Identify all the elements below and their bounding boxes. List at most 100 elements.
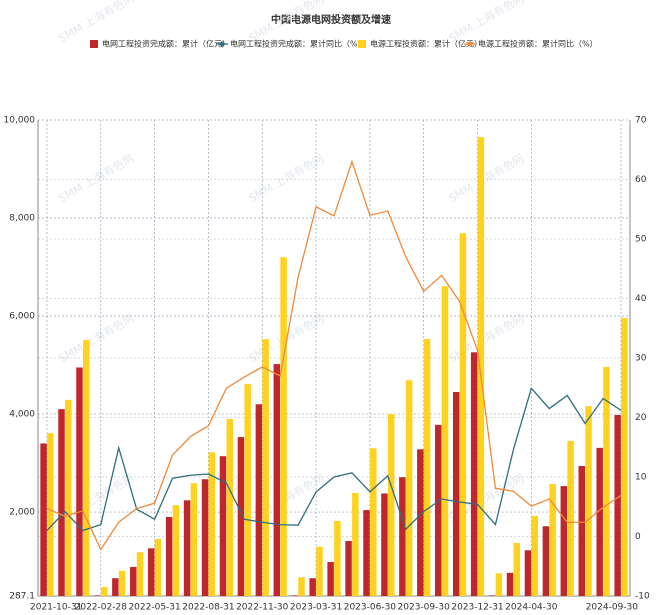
y-tick-label: 2,000 <box>9 508 35 518</box>
y2-tick-label: 40 <box>635 294 647 304</box>
y-tick-label: 8,000 <box>9 214 35 224</box>
bar <box>244 384 251 596</box>
bar <box>435 424 442 596</box>
bar <box>405 380 413 596</box>
y2-tick-label: 30 <box>635 354 647 364</box>
bar <box>327 562 334 596</box>
y2-tick-label: 10 <box>635 473 647 483</box>
bar <box>459 233 467 596</box>
line <box>46 159 622 551</box>
bar <box>495 573 503 596</box>
bar <box>273 364 281 596</box>
y2-tick-label: -10 <box>635 592 650 602</box>
bar <box>470 352 478 596</box>
bar <box>567 440 574 596</box>
bar <box>262 339 269 596</box>
y-tick-label: 6,000 <box>9 312 35 322</box>
bar <box>100 587 108 596</box>
y2-tick-label: 0 <box>635 532 641 542</box>
bar <box>154 539 162 596</box>
x-tick-label: 2022-11-30 <box>236 603 289 613</box>
bar <box>578 465 585 596</box>
x-tick-label: 2022-08-31 <box>182 603 234 613</box>
legend-swatch <box>90 40 98 48</box>
legend-swatch <box>467 41 473 47</box>
bar <box>542 526 550 596</box>
legend-swatch <box>219 41 225 47</box>
bar <box>201 479 209 596</box>
bar <box>441 286 449 596</box>
bar <box>130 566 137 596</box>
bar <box>309 578 316 596</box>
bar <box>237 437 245 596</box>
bar <box>399 477 406 596</box>
bar <box>76 367 83 596</box>
bar <box>112 578 119 596</box>
y2-tick-label: 70 <box>635 116 647 126</box>
bar <box>621 317 628 596</box>
x-tick-label: 2023-03-31 <box>290 603 342 613</box>
y2-tick-label: 20 <box>635 413 647 423</box>
legend-label: 电网工程投资完成额：累计同比（%） <box>230 39 366 49</box>
legend-swatch <box>358 40 366 48</box>
bar <box>549 484 556 596</box>
y2-tick-label: 50 <box>635 235 647 245</box>
y2-tick-label: 60 <box>635 175 647 185</box>
y-tick-label: 4,000 <box>9 410 35 420</box>
bar <box>190 483 198 596</box>
x-tick-label: 2022-02-28 <box>75 603 128 613</box>
bar <box>94 595 101 596</box>
bar <box>363 510 370 596</box>
bar <box>40 443 47 596</box>
bar <box>208 452 216 596</box>
bar <box>298 577 305 596</box>
bar <box>147 548 155 596</box>
bar <box>524 550 532 596</box>
y-tick-label: 10,000 <box>4 116 36 126</box>
bar <box>352 492 359 596</box>
bar <box>165 516 173 596</box>
bar <box>345 540 352 596</box>
x-tick-label: 2023-12-31 <box>451 603 503 613</box>
bar <box>83 340 90 596</box>
bar <box>488 595 496 596</box>
bar <box>387 414 395 596</box>
legend-label: 电源工程投资额：累计（亿元） <box>370 39 482 49</box>
x-tick-label: 2023-09-30 <box>398 603 451 613</box>
x-tick-label: 2022-05-31 <box>128 603 180 613</box>
bar <box>172 505 180 596</box>
bar <box>47 433 54 596</box>
bar <box>596 447 603 596</box>
legend-label: 电网工程投资完成额：累计（亿元） <box>102 39 230 49</box>
bar <box>513 542 521 596</box>
bar <box>65 399 72 596</box>
bar <box>614 415 621 596</box>
bar <box>334 520 341 596</box>
bar <box>370 448 377 596</box>
bar <box>560 486 568 596</box>
x-tick-label: 2024-04-30 <box>505 603 558 613</box>
legend-label: 电源工程投资额：累计同比（%） <box>478 39 598 49</box>
chart-title: 中国电源电网投资额及增速 <box>271 13 391 26</box>
bar <box>506 572 514 596</box>
bar <box>58 409 65 596</box>
bar <box>452 391 460 596</box>
bar <box>316 546 323 596</box>
x-tick-label: 2023-06-30 <box>344 603 397 613</box>
bar <box>255 404 263 596</box>
bar <box>585 406 592 596</box>
x-tick-label: 2024-09-30 <box>586 603 639 613</box>
bar <box>136 552 144 596</box>
bar <box>219 456 227 596</box>
line <box>46 387 622 532</box>
bar <box>477 137 485 596</box>
bar <box>423 339 431 596</box>
bar <box>291 595 298 596</box>
bar <box>226 418 233 596</box>
x-tick-label: 2021-10-31 <box>30 603 82 613</box>
bar <box>280 257 287 596</box>
bar <box>118 570 126 596</box>
bar <box>417 449 424 596</box>
bar <box>381 493 388 596</box>
